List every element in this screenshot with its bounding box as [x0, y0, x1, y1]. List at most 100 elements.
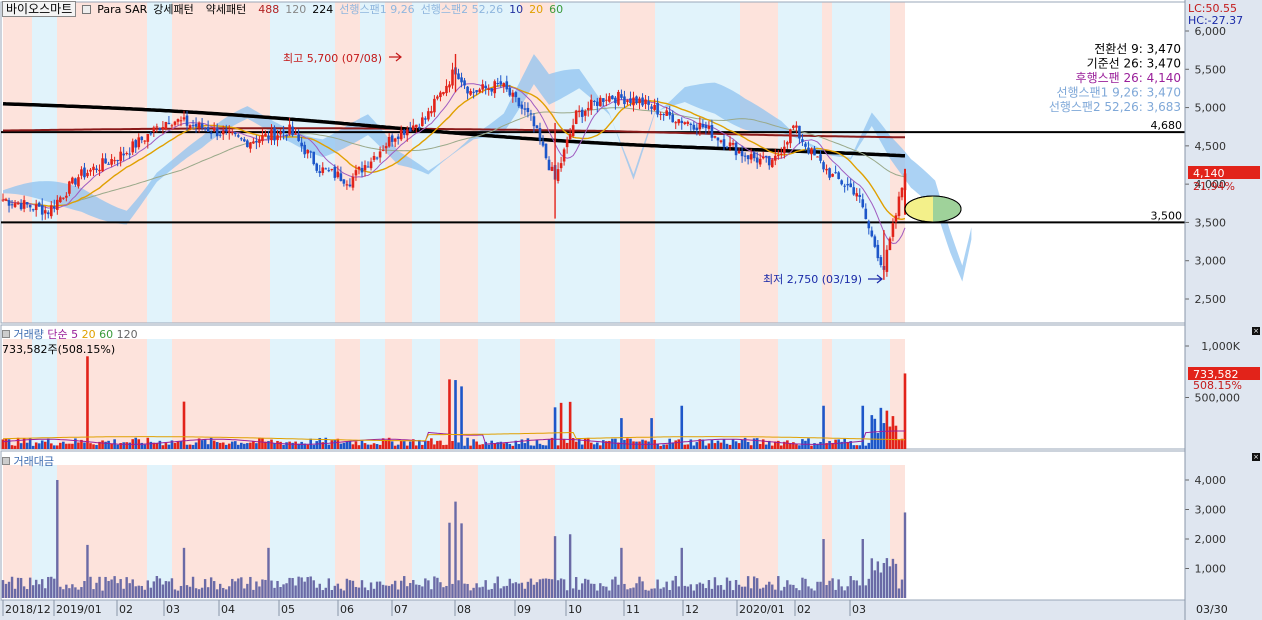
volume-bar — [345, 441, 349, 449]
candle-body — [840, 180, 843, 185]
volume-bar — [810, 445, 813, 449]
volume-close-icon[interactable]: × — [1252, 327, 1260, 335]
volume-pattern-band — [360, 339, 385, 449]
volume-bar — [19, 443, 23, 449]
candle-body — [668, 111, 671, 116]
volume-bar — [134, 437, 138, 449]
strong-pattern-label: 강세패턴 — [153, 3, 194, 16]
volume-bar — [695, 442, 699, 449]
volume-pattern-band — [685, 339, 740, 449]
candle-body — [59, 197, 62, 203]
volume-bar — [333, 439, 337, 449]
candle-body — [200, 123, 204, 129]
amount-bar — [333, 585, 337, 598]
amount-bar — [351, 580, 355, 598]
candle-body — [828, 168, 831, 178]
amount-bar — [412, 579, 415, 598]
amount-bar — [354, 586, 358, 598]
amount-bar — [608, 590, 611, 598]
ma-488-label: 488 — [258, 2, 280, 16]
volume-bar — [439, 440, 442, 449]
amount-bar — [83, 581, 86, 598]
amount-close-icon[interactable]: × — [1252, 453, 1260, 461]
candle-body — [185, 115, 189, 126]
amount-bar — [544, 578, 548, 598]
volume-bar — [662, 444, 665, 449]
candle-body — [22, 200, 26, 209]
volume-bar — [556, 445, 560, 449]
candle-body — [707, 125, 711, 129]
volume-bar — [541, 445, 545, 449]
ma-120-label: 120 — [285, 2, 307, 16]
amount-bar — [116, 583, 119, 598]
amount-bar — [550, 579, 554, 598]
amount-bar — [481, 586, 484, 598]
volume-bar — [107, 440, 110, 449]
amount-bar — [520, 582, 524, 598]
amount-bar — [107, 580, 110, 598]
volume-bar — [71, 443, 74, 449]
right-axis-background — [1185, 0, 1262, 620]
candle-body — [333, 166, 337, 178]
candle-body — [873, 236, 877, 247]
amount-bar — [209, 577, 213, 598]
amount-bar — [587, 579, 590, 598]
volume-bar — [668, 438, 671, 449]
volume-bar — [463, 445, 466, 449]
candle-body — [620, 94, 623, 98]
candle-body — [517, 97, 521, 107]
volume-bar — [580, 444, 584, 449]
candle-body — [819, 154, 822, 161]
volume-bar — [671, 442, 675, 449]
amount-bar — [517, 583, 521, 598]
volume-bar — [10, 445, 14, 449]
amount-bar — [852, 580, 855, 598]
candle-body — [662, 114, 665, 116]
candle-body — [28, 204, 32, 208]
ma-20-line — [2, 84, 906, 221]
amount-bar — [80, 587, 83, 598]
volume-bar — [282, 444, 285, 449]
amount-bar — [565, 590, 569, 598]
amount-bar — [574, 577, 578, 598]
stock-name-box[interactable]: 바이오스마트 — [2, 1, 77, 17]
volume-title: 거래량 — [13, 328, 44, 341]
volume-bar — [402, 441, 406, 449]
candle-body — [387, 136, 391, 147]
volume-bar — [638, 441, 641, 449]
amount-bar — [755, 578, 759, 598]
amount-bar — [780, 590, 783, 598]
amount-bar — [861, 539, 864, 598]
price-pattern-band — [478, 2, 520, 323]
candle-body — [264, 133, 267, 137]
amount-bar — [110, 579, 113, 598]
candle-body — [46, 212, 50, 215]
volume-bar — [683, 444, 687, 449]
volume-pattern-band — [115, 339, 147, 449]
candle-body — [65, 195, 68, 198]
candle-body — [463, 80, 466, 86]
volume-bar — [424, 440, 427, 449]
volume-bar — [487, 444, 490, 449]
candle-body — [876, 244, 880, 259]
amount-bar — [762, 587, 765, 598]
amount-bar — [264, 579, 267, 598]
candle-body — [574, 110, 578, 125]
amount-bar — [819, 581, 822, 598]
max-price-annotation: 최고 5,700 (07/08) — [283, 52, 382, 65]
amount-bar — [179, 585, 183, 598]
amount-tick-label: 4,000 — [1195, 474, 1227, 487]
amount-bar — [237, 578, 240, 598]
candle-body — [571, 125, 575, 136]
candle-body — [188, 125, 192, 129]
amount-bar — [873, 570, 877, 598]
candle-body — [602, 98, 605, 103]
volume-pattern-band — [778, 339, 805, 449]
volume-bar — [258, 437, 261, 449]
candle-body — [324, 168, 328, 170]
candle-body — [421, 117, 424, 127]
volume-bar — [261, 438, 264, 449]
candle-body — [505, 81, 509, 90]
candle-body — [656, 103, 659, 115]
amount-pattern-band — [805, 465, 822, 598]
